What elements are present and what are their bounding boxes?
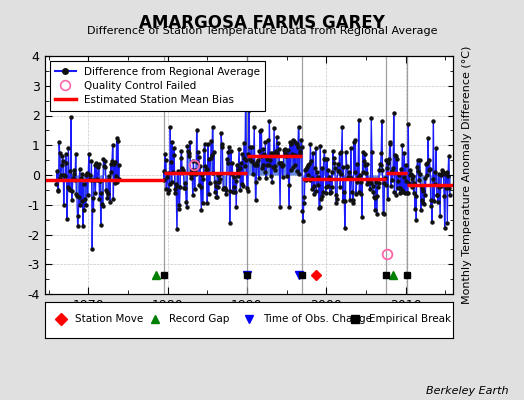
Text: Difference of Station Temperature Data from Regional Average: Difference of Station Temperature Data f…: [87, 26, 437, 36]
Text: Empirical Break: Empirical Break: [369, 314, 452, 324]
Legend: Difference from Regional Average, Quality Control Failed, Estimated Station Mean: Difference from Regional Average, Qualit…: [50, 61, 265, 111]
Text: Time of Obs. Change: Time of Obs. Change: [263, 314, 372, 324]
Text: Station Move: Station Move: [75, 314, 144, 324]
Y-axis label: Monthly Temperature Anomaly Difference (°C): Monthly Temperature Anomaly Difference (…: [462, 46, 472, 304]
Text: Berkeley Earth: Berkeley Earth: [426, 386, 508, 396]
Text: AMARGOSA FARMS GAREY: AMARGOSA FARMS GAREY: [139, 14, 385, 32]
Text: Record Gap: Record Gap: [169, 314, 230, 324]
